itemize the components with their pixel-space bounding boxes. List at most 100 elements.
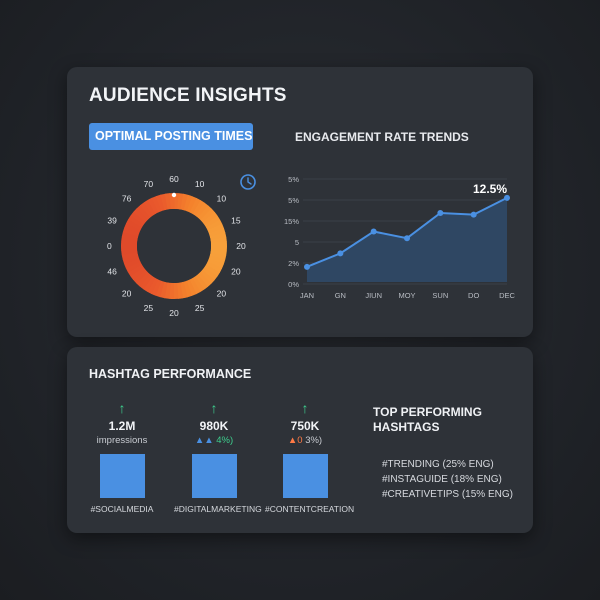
page-title: AUDIENCE INSIGHTS — [89, 85, 287, 106]
data-point[interactable] — [404, 235, 410, 242]
dial-segment — [164, 193, 172, 210]
metric-bar — [282, 454, 328, 498]
dial-segment — [204, 264, 220, 277]
metric-sub-text: 3%) — [305, 435, 323, 446]
dial-label: 20 — [231, 267, 241, 277]
dial-label: 10 — [217, 194, 227, 204]
dial-segment — [151, 195, 162, 213]
dial-segment — [183, 194, 193, 212]
dial-segment — [202, 211, 218, 226]
dial-segment — [177, 193, 184, 210]
dial-segment — [210, 249, 227, 256]
trend-up-icon: ↑ — [118, 400, 126, 416]
dial-label: 20 — [236, 241, 246, 251]
dial-center — [137, 209, 211, 283]
top-hashtag-item[interactable]: #INSTAGUIDE (18% ENG) — [382, 474, 502, 485]
data-point[interactable] — [504, 194, 510, 201]
dial-label: 39 — [107, 215, 117, 225]
engagement-end-label: 12.5% — [473, 182, 507, 196]
dial-label: 70 — [144, 179, 154, 189]
metric-value: 750K — [290, 419, 320, 433]
top-hashtags-title: TOP PERFORMING HASHTAGS — [373, 405, 482, 434]
x-tick-label: JIUN — [365, 291, 382, 300]
data-point[interactable] — [337, 250, 344, 257]
dial-segment — [208, 227, 226, 237]
dial-segment — [150, 279, 162, 296]
dial-label: 15 — [231, 215, 241, 225]
data-point[interactable] — [304, 263, 310, 270]
top-hashtag-item[interactable]: #CREATIVETIPS (15% ENG) — [382, 489, 513, 500]
dial-segment — [130, 211, 146, 225]
metric-contentcreation[interactable]: ↑ 750K ▲0 3%) #CONTENTCREATION — [265, 400, 355, 514]
x-tick-label: JAN — [300, 291, 314, 300]
y-tick-label: 15% — [284, 217, 299, 226]
metric-value: 1.2M — [108, 419, 136, 433]
optimal-posting-times-tab[interactable]: OPTIMAL POSTING TIMES — [89, 123, 253, 150]
metric-sub: impressions — [96, 435, 148, 446]
y-tick-label: 2% — [288, 259, 299, 268]
dial-segment — [132, 269, 148, 284]
metric-sub-text: 4%) — [216, 435, 234, 446]
dial-segment — [199, 269, 215, 284]
dial-segment — [120, 245, 138, 251]
hashtag-label: #CONTENTCREATION — [265, 504, 355, 514]
metric-sub: ▲▲ 4%) — [174, 435, 254, 447]
dial-label: 20 — [122, 288, 132, 298]
dial-ring — [120, 192, 228, 300]
dial-segment — [207, 258, 224, 270]
clock-icon[interactable] — [240, 174, 256, 190]
x-tick-label: MOY — [398, 291, 415, 300]
engagement-mini-icon: ▲▲ — [194, 435, 214, 446]
dial-label: 10 — [195, 179, 205, 189]
dial-segment — [139, 274, 153, 290]
trend-up-icon: ↑ — [301, 400, 309, 416]
x-tick-label: GN — [335, 291, 346, 300]
dial-segment — [189, 278, 201, 295]
dial-segment — [194, 274, 209, 290]
hashtag-performance-title: HASHTAG PERFORMANCE — [89, 367, 252, 381]
hashtag-performance-card: HASHTAG PERFORMANCE ↑ 1.2M impressions #… — [67, 347, 533, 533]
dial-segment — [122, 227, 140, 237]
data-point[interactable] — [470, 211, 477, 218]
y-tick-label: 5 — [295, 238, 299, 247]
dial-segment — [136, 271, 151, 287]
x-axis-ticks: JAN GN JIUN MOY SUN DO DEC — [300, 291, 516, 300]
y-tick-label: 5% — [288, 175, 299, 184]
dial-segment — [136, 204, 151, 220]
top-hashtag-item[interactable]: #TRENDING (25% ENG) — [382, 459, 494, 470]
dial-segment — [208, 255, 226, 265]
dial-label: 60 — [169, 174, 179, 184]
dial-segment — [155, 280, 165, 298]
dial-segment — [121, 248, 138, 256]
dial-segment — [186, 196, 198, 213]
metric-digitalmarketing[interactable]: ↑ 980K ▲▲ 4%) #DIGITALMARKETING — [174, 401, 262, 514]
dial-segment — [127, 264, 144, 277]
dial-segment — [206, 219, 223, 231]
dial-segment — [147, 197, 159, 214]
dial-segment — [143, 199, 156, 216]
dial-labels: 60 10 10 15 20 20 20 25 20 25 20 46 40 39 76 70 — [107, 174, 246, 318]
metric-value: 980K — [199, 419, 229, 433]
dial-segment — [192, 200, 205, 216]
dial-segment — [125, 218, 143, 231]
dial-segment — [210, 236, 227, 244]
y-axis-ticks: 5% 5% 15% 5 2% 0% — [284, 175, 299, 289]
x-tick-label: DEC — [499, 291, 515, 300]
metric-socialmedia[interactable]: ↑ 1.2M impressions #SOCIALMEDIA — [82, 401, 162, 514]
dial-segment — [121, 231, 139, 240]
dial-segment — [189, 197, 202, 215]
dial-segment — [133, 208, 149, 223]
data-point[interactable] — [437, 209, 444, 216]
dial-segment — [180, 193, 189, 211]
dial-segment — [173, 282, 179, 300]
dial-segment — [139, 202, 154, 218]
dial-segment — [210, 241, 228, 247]
dial-segment — [183, 280, 193, 298]
metric-sub: ▲0 3%) — [265, 435, 345, 447]
dial-label: 20 — [169, 308, 179, 318]
dial-label: 25 — [195, 303, 205, 313]
posting-times-dial: 60 10 10 15 20 20 20 25 20 25 20 46 40 39 76 70 — [107, 174, 256, 318]
dial-segment — [186, 279, 197, 297]
data-point[interactable] — [370, 228, 377, 235]
dial-segment — [143, 276, 156, 292]
